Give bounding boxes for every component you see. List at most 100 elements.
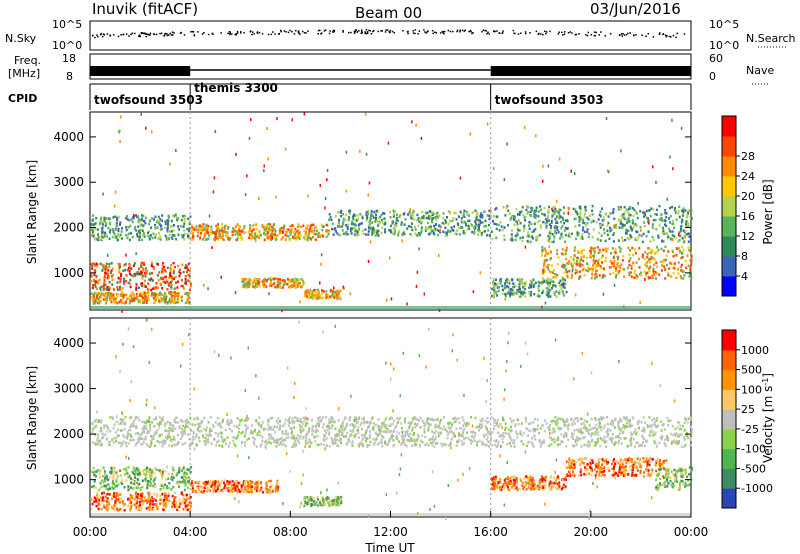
scatter-cell [588,441,591,445]
scatter-cell [382,430,385,433]
scatter-cell [130,267,133,270]
scatter-cell [298,225,301,228]
scatter-cell [591,209,594,212]
scatter-cell [442,216,445,220]
scatter-cell [125,293,128,297]
scatter-cell [152,296,155,300]
scatter-cell [298,278,301,281]
scatter-cell [524,245,527,249]
scatter-cell [401,427,403,430]
sky-noise-dot [563,33,566,35]
scatter-cell [259,234,262,237]
scatter-cell [470,435,473,438]
scatter-cell [281,236,284,239]
scatter-cell [122,418,125,422]
scatter-cell [395,221,398,225]
scatter-cell [170,300,173,303]
scatter-cell [115,439,118,443]
scatter-cell [186,298,189,301]
scatter-cell [209,427,212,430]
scatter-cell [568,423,571,426]
scatter-cell [298,231,301,234]
scatter-cell [217,238,220,241]
sky-noise-dot [535,30,538,33]
sky-noise-dot [354,30,356,33]
scatter-cell [355,417,357,421]
scatter-cell [619,206,622,209]
scatter-cell [592,265,594,268]
scatter-cell [315,225,318,229]
scatter-cell [295,280,298,284]
scatter-cell [295,238,298,241]
scatter-cell [595,221,598,224]
scatter-cell [540,208,542,212]
scatter-cell [514,284,517,287]
scatter-cell [136,215,139,218]
sky-noise-dot [512,29,515,32]
scatter-cell [214,235,217,239]
scatter-cell [122,440,125,443]
scatter-cell [614,248,617,251]
scatter-cell [576,249,579,253]
scatter-cell [311,290,314,293]
scatter-cell [168,298,171,301]
scatter-cell [529,429,532,432]
scatter-cell [534,428,537,431]
scatter-cell [258,279,261,282]
scatter-cell [407,213,409,216]
scatter-cell [122,434,125,437]
scatter-cell [612,271,615,275]
scatter-cell [279,278,282,281]
scatter-cell [543,261,546,264]
scatter-cell [643,428,646,431]
scatter-cell [444,226,447,230]
scatter-cell [237,234,239,237]
scatter-cell [124,301,127,305]
scatter-cell [103,283,106,286]
sky-noise-dot [324,29,327,31]
scatter-cell [649,430,652,434]
scatter-cell [121,227,123,230]
scatter-cell [492,278,495,281]
scatter-cell [329,216,332,219]
scatter-cell [92,297,95,301]
scatter-cell [622,255,625,258]
scatter-cell [117,441,120,445]
scatter-cell [105,288,108,291]
scatter-cell [660,438,663,441]
scatter-cell [665,232,668,235]
scatter-cell [342,232,345,236]
scatter-cell [627,246,630,250]
scatter-cell [102,267,105,271]
scatter-cell [267,423,270,426]
scatter-cell [310,441,313,444]
scatter-cell [503,234,506,237]
scatter-cell [372,226,374,230]
sky-noise-dot [623,34,626,36]
scatter-cell [338,295,341,298]
scatter-cell [129,428,132,432]
scatter-cell [113,204,116,208]
scatter-cell [279,437,282,441]
scatter-cell [384,426,387,429]
scatter-cell [617,219,620,222]
scatter-cell [247,285,250,288]
scatter-cell [613,217,616,220]
scatter-cell [603,231,606,235]
scatter-cell [91,427,94,431]
scatter-cell [511,214,514,218]
scatter-cell [116,281,119,284]
scatter-cell [347,223,349,227]
scatter-cell [187,301,189,304]
scatter-cell [119,285,121,289]
scatter-cell [95,216,98,220]
scatter-cell [301,422,304,426]
scatter-cell [516,289,519,292]
scatter-cell [555,231,558,235]
scatter-cell [340,441,342,445]
scatter-cell [556,249,559,252]
scatter-cell [333,420,336,423]
scatter-cell [619,437,622,440]
scatter-cell [133,214,135,217]
scatter-cell [633,276,636,279]
